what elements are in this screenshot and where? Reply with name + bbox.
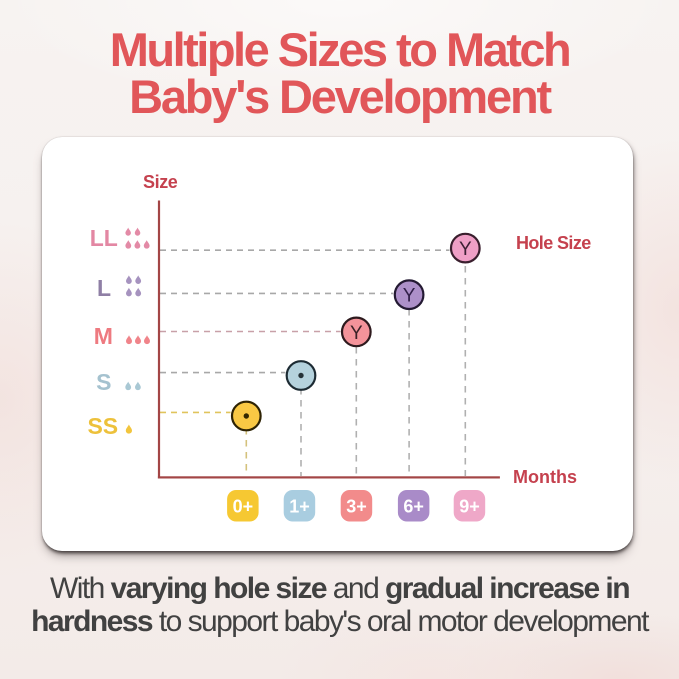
svg-text:0+: 0+ <box>233 496 254 516</box>
svg-text:Y: Y <box>350 323 363 344</box>
svg-text:M: M <box>94 323 113 349</box>
svg-text:LL: LL <box>90 225 118 251</box>
svg-text:SS: SS <box>87 413 118 439</box>
svg-text:Hole Size: Hole Size <box>516 233 591 253</box>
svg-text:Size: Size <box>143 172 178 192</box>
svg-text:Months: Months <box>513 467 577 487</box>
svg-text:6+: 6+ <box>403 496 424 516</box>
svg-text:1+: 1+ <box>289 496 310 516</box>
svg-text:S: S <box>96 369 111 395</box>
svg-text:9+: 9+ <box>459 496 480 516</box>
svg-text:L: L <box>97 275 111 301</box>
svg-text:Y: Y <box>459 239 472 260</box>
svg-text:Y: Y <box>403 286 416 307</box>
svg-text:3+: 3+ <box>346 496 367 516</box>
